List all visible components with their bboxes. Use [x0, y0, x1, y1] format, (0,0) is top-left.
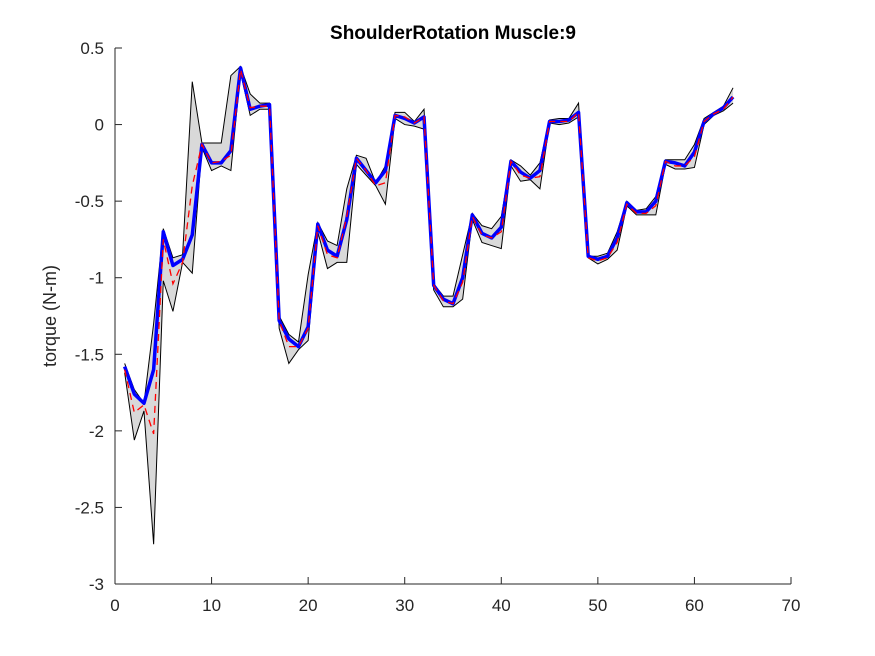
y-tick-label: -3 [89, 575, 104, 594]
plot-area [123, 65, 735, 545]
axes: 0 10 20 30 40 50 60 70 -3 -2.5 -2 -1.5 -1 -0.5 0 0.5 [75, 39, 801, 615]
x-tick-label: 30 [395, 596, 414, 615]
x-tick-label: 50 [588, 596, 607, 615]
y-tick-label: -1 [89, 269, 104, 288]
y-tick-label: -0.5 [75, 192, 104, 211]
chart-title: ShoulderRotation Muscle:9 [330, 23, 576, 44]
x-tick-label: 20 [299, 596, 318, 615]
x-tick-label: 70 [782, 596, 801, 615]
y-tick-label: -2 [89, 422, 104, 441]
y-tick-label: -1.5 [75, 345, 104, 364]
x-tick-label: 10 [202, 596, 221, 615]
x-tick-label: 0 [110, 596, 119, 615]
y-axis-label: torque (N-m) [40, 265, 60, 367]
y-tick-label: 0.5 [80, 39, 104, 58]
dashed-line [124, 69, 734, 435]
y-tick-label: -2.5 [75, 498, 104, 517]
x-tick-label: 60 [685, 596, 704, 615]
y-tick-label: 0 [95, 116, 104, 135]
x-tick-label: 40 [492, 596, 511, 615]
